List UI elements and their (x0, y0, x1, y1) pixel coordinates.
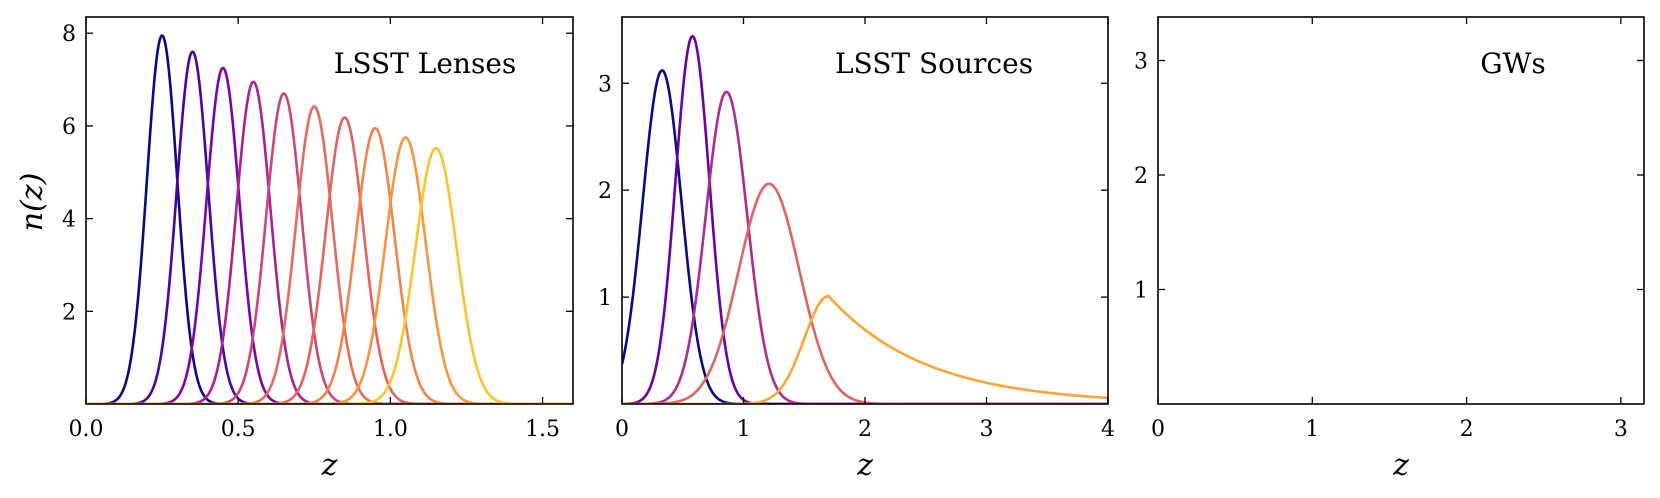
series-group (86, 34, 573, 404)
x-tick-label: 1 (737, 417, 751, 442)
x-axis-label: z (856, 448, 873, 483)
series-line-4 (86, 80, 573, 404)
x-tick-label: 3 (980, 417, 994, 442)
series-line-3 (622, 90, 1108, 404)
y-tick-label: 6 (62, 115, 76, 140)
series-line-2 (622, 35, 1108, 404)
panel-title: LSST Sources (835, 47, 1033, 80)
ylabel-left-text: n(z) (15, 173, 50, 232)
series-line-3 (86, 66, 573, 404)
series-line-1 (86, 34, 573, 404)
y-tick-label: 4 (62, 208, 76, 233)
x-tick-label: 0 (615, 417, 629, 442)
series-line-7 (86, 116, 573, 404)
y-tick-label: 3 (598, 72, 612, 97)
y-tick-label: 1 (1134, 279, 1148, 304)
panel-title: GWs (1480, 47, 1546, 80)
x-tick-label: 0 (1151, 417, 1165, 442)
series-line-5 (622, 294, 1108, 404)
series-line-5 (86, 92, 573, 404)
series-group (622, 35, 1108, 404)
plot-frame (85, 16, 574, 405)
x-tick-label: 3 (1614, 417, 1628, 442)
series-line-10 (86, 146, 573, 404)
x-axis-label: z (1392, 448, 1409, 483)
ylabel-left: n(z) (15, 173, 50, 232)
plot-frame (1157, 16, 1645, 405)
x-axis-label: z (321, 448, 338, 483)
series-line-2 (86, 50, 573, 404)
panel-title: LSST Lenses (334, 47, 517, 80)
x-tick-label: 2 (1460, 417, 1474, 442)
x-tick-label: 1 (1305, 417, 1319, 442)
series-line-8 (86, 126, 573, 404)
chart-panel-2: 0 1 2 3 4 1 2 3 LSST Sources z (598, 16, 1115, 483)
x-tick-label: 0.0 (69, 417, 104, 442)
y-tick-label: 1 (598, 286, 612, 311)
y-tick-label: 2 (62, 300, 76, 325)
x-tick-label: 1.0 (373, 417, 408, 442)
chart-panel-1: 0.0 0.5 1.0 1.5 2 4 6 8 LSST Lenses z (62, 16, 574, 483)
x-tick-label: 0.5 (221, 417, 256, 442)
chart-panel-3: 0 1 2 3 1 2 3 GWs z (1134, 16, 1645, 483)
x-tick-label: 1.5 (525, 417, 560, 442)
y-tick-label: 2 (1134, 164, 1148, 189)
series-line-1 (622, 69, 1108, 404)
x-tick-label: 2 (858, 417, 872, 442)
series-line-4 (622, 182, 1108, 404)
x-tick-label: 4 (1101, 417, 1115, 442)
y-tick-label: 2 (598, 179, 612, 204)
y-tick-label: 3 (1134, 50, 1148, 75)
y-tick-label: 8 (62, 22, 76, 47)
